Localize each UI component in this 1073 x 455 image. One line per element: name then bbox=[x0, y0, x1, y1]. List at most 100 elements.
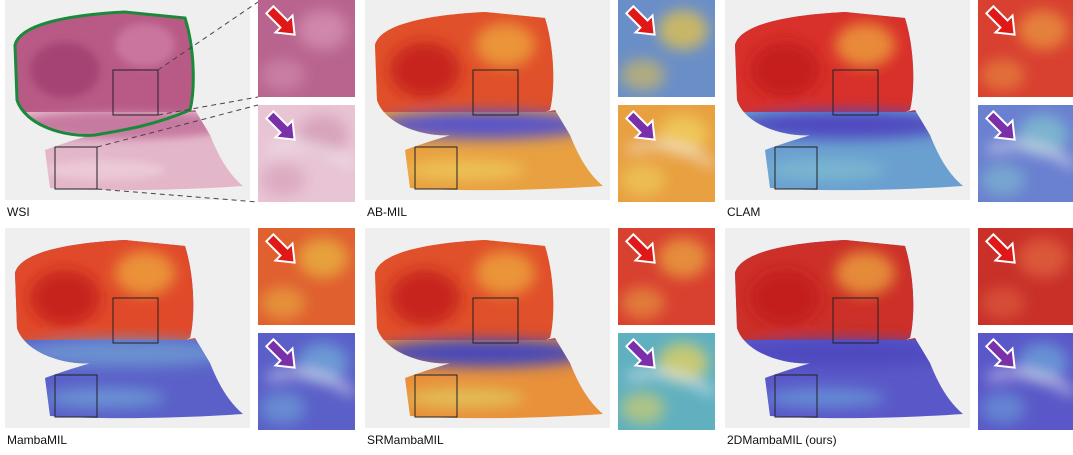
arrow-shape bbox=[984, 232, 1016, 264]
heat-blobs bbox=[15, 23, 235, 180]
arrow-shape bbox=[624, 109, 656, 141]
zoom-crop bbox=[258, 228, 355, 325]
crop-blob bbox=[658, 238, 708, 278]
crop-blobs bbox=[261, 343, 355, 424]
panel: MambaMIL bbox=[5, 228, 355, 447]
arrow-shape bbox=[624, 4, 656, 36]
crop-blobs bbox=[261, 115, 355, 196]
crop-blob bbox=[261, 164, 305, 196]
heat-blob bbox=[835, 251, 895, 295]
heat-band bbox=[375, 339, 595, 367]
crop-blob bbox=[981, 392, 1025, 424]
arrow bbox=[264, 337, 296, 369]
crop-streak bbox=[627, 142, 715, 168]
heat-blob bbox=[835, 23, 895, 67]
crop-streak bbox=[267, 370, 355, 396]
roi-box bbox=[414, 146, 458, 190]
zoom-crop bbox=[978, 0, 1073, 97]
zoom-crop bbox=[618, 105, 715, 202]
crop-streak bbox=[267, 142, 355, 168]
crop-content bbox=[978, 105, 1073, 202]
crop-streak bbox=[627, 370, 715, 396]
zoom-crop bbox=[978, 105, 1073, 202]
panel: 2DMambaMIL (ours) bbox=[725, 228, 1073, 447]
panel-label: WSI bbox=[7, 205, 30, 219]
arrow bbox=[624, 337, 656, 369]
zoom-crop bbox=[258, 0, 355, 97]
arrow-shape bbox=[624, 232, 656, 264]
zoom-crop bbox=[978, 228, 1073, 325]
zoom-crop bbox=[618, 228, 715, 325]
panel: CLAM bbox=[725, 0, 1073, 219]
roi-box bbox=[472, 69, 519, 116]
heat-blob bbox=[115, 23, 175, 67]
heat-band bbox=[375, 111, 595, 139]
crop-blob bbox=[621, 59, 665, 91]
zoom-crop bbox=[258, 105, 355, 202]
crop-blob bbox=[621, 287, 665, 319]
arrow bbox=[624, 232, 656, 264]
heat-blob bbox=[390, 270, 460, 326]
zoom-line bbox=[157, 1, 259, 71]
crop-blob bbox=[261, 287, 305, 319]
zoom-crop bbox=[978, 333, 1073, 430]
heat-blob bbox=[405, 160, 525, 180]
heat-band bbox=[735, 339, 955, 367]
arrow-shape bbox=[264, 232, 296, 264]
arrow-shape bbox=[984, 4, 1016, 36]
heat-blob bbox=[765, 388, 885, 408]
crop-blob bbox=[621, 164, 665, 196]
crop-blobs bbox=[981, 343, 1073, 424]
heat-blob bbox=[405, 388, 525, 408]
arrow bbox=[264, 109, 296, 141]
arrow-shape bbox=[624, 337, 656, 369]
roi-box bbox=[414, 374, 458, 418]
heat-blob bbox=[750, 270, 820, 326]
panel: AB-MIL bbox=[365, 0, 715, 219]
zoom-crop bbox=[618, 333, 715, 430]
heat-blob bbox=[45, 388, 165, 408]
heat-blob bbox=[390, 42, 460, 98]
panel-label: CLAM bbox=[727, 205, 760, 219]
heat-blob bbox=[765, 160, 885, 180]
roi-box bbox=[54, 146, 98, 190]
arrow-shape bbox=[264, 109, 296, 141]
panel-label: SRMambaMIL bbox=[367, 433, 444, 447]
crop-blob bbox=[621, 392, 665, 424]
arrow-shape bbox=[984, 337, 1016, 369]
heat-blobs bbox=[375, 23, 595, 180]
arrow-shape bbox=[264, 4, 296, 36]
crop-blobs bbox=[981, 238, 1068, 319]
crop-blobs bbox=[621, 115, 715, 196]
crop-blobs bbox=[261, 238, 348, 319]
crop-blob bbox=[298, 238, 348, 278]
heat-blob bbox=[45, 160, 165, 180]
roi-box bbox=[112, 69, 159, 116]
tumor-outline bbox=[13, 10, 195, 137]
roi-box bbox=[774, 374, 818, 418]
panel-label: MambaMIL bbox=[7, 433, 67, 447]
heat-blob bbox=[750, 42, 820, 98]
heat-blob bbox=[475, 251, 535, 295]
roi-box bbox=[54, 374, 98, 418]
heat-blobs bbox=[735, 251, 955, 408]
panel-label: 2DMambaMIL (ours) bbox=[727, 433, 837, 447]
crop-streak bbox=[987, 142, 1073, 168]
heat-blob bbox=[475, 23, 535, 67]
crop-blob bbox=[981, 59, 1025, 91]
heat-blobs bbox=[375, 251, 595, 408]
arrow bbox=[624, 109, 656, 141]
crop-blobs bbox=[621, 238, 708, 319]
heat-band bbox=[735, 111, 955, 139]
tissue bbox=[735, 240, 963, 419]
heat-blob bbox=[115, 251, 175, 295]
heat-blobs bbox=[735, 23, 955, 180]
roi-box bbox=[832, 297, 879, 344]
crop-blobs bbox=[981, 115, 1073, 196]
crop-blobs bbox=[981, 10, 1068, 91]
zoom-line bbox=[157, 96, 259, 116]
arrow bbox=[984, 337, 1016, 369]
arrow bbox=[984, 232, 1016, 264]
crop-blob bbox=[261, 392, 305, 424]
